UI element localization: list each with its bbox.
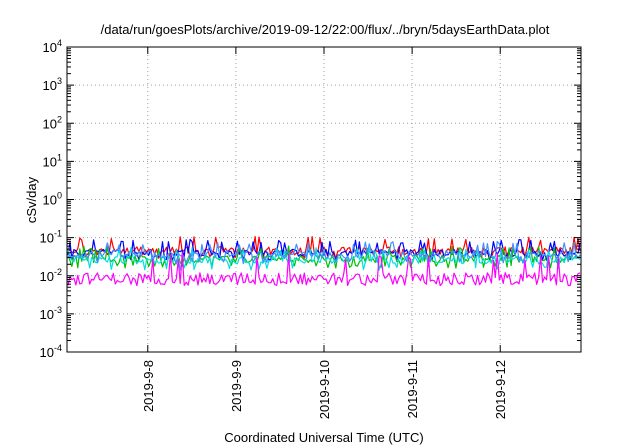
- series-layer: [67, 236, 581, 287]
- y-tick-label: 100: [43, 191, 62, 208]
- y-tick-label: 10-4: [40, 343, 62, 360]
- y-tick-exponent: -3: [54, 305, 62, 315]
- y-tick-exponent: 0: [57, 191, 62, 201]
- y-tick-exponent: 4: [57, 38, 62, 48]
- x-tick-label: 2019-9-12: [493, 360, 508, 419]
- y-tick-exponent: -2: [54, 267, 62, 277]
- y-tick-label: 10-1: [40, 229, 62, 246]
- x-tick-label: 2019-9-8: [141, 360, 156, 412]
- y-tick-exponent: -4: [54, 343, 62, 353]
- x-tick-label: 2019-9-9: [229, 360, 244, 412]
- grid-lines: [67, 47, 581, 352]
- y-tick-exponent: 3: [57, 76, 62, 86]
- y-tick-label: 10-2: [40, 267, 62, 284]
- y-tick-label: 104: [43, 38, 62, 55]
- series-line-5: [67, 252, 581, 287]
- x-axis-label: Coordinated Universal Time (UTC): [224, 430, 423, 445]
- y-tick-label: 10-3: [40, 305, 62, 322]
- series-line-0: [67, 236, 581, 260]
- y-tick-label: 102: [43, 114, 62, 131]
- x-tick-label: 2019-9-10: [317, 360, 332, 419]
- y-axis-label: cSv/day: [24, 176, 39, 223]
- x-tick-labels: 2019-9-8 2019-9-9 2019-9-10 2019-9-11 2019-9…: [141, 360, 508, 419]
- chart-title: /data/run/goesPlots/archive/2019-09-12/2…: [101, 22, 550, 37]
- y-tick-label: 103: [43, 76, 62, 93]
- y-tick-exponent: -1: [54, 229, 62, 239]
- axis-ticks: [67, 46, 581, 353]
- x-tick-label: 2019-9-11: [405, 360, 420, 418]
- y-tick-label: 101: [43, 152, 62, 169]
- y-tick-exponent: 1: [57, 152, 62, 162]
- y-tick-exponent: 2: [57, 114, 62, 124]
